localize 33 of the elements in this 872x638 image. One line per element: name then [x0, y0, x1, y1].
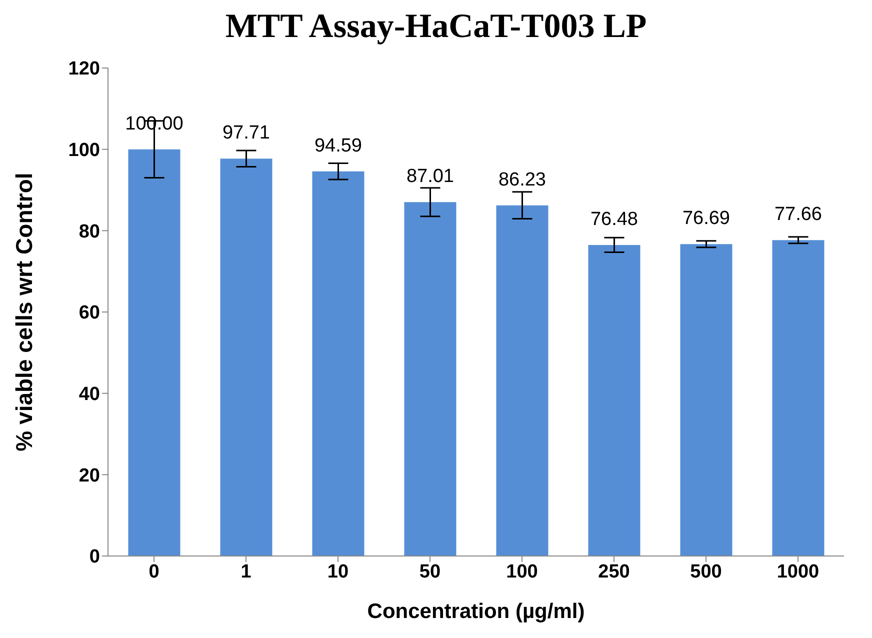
x-tick-label: 100 — [506, 561, 538, 582]
bar — [404, 202, 456, 556]
x-tick-label: 0 — [148, 561, 160, 582]
data-label: 76.69 — [682, 208, 730, 230]
y-tick-label: 60 — [78, 302, 100, 324]
x-tick-label: 500 — [690, 561, 722, 582]
y-tick-label: 0 — [89, 546, 100, 568]
data-label: 97.71 — [222, 122, 270, 144]
data-label: 76.48 — [590, 208, 638, 230]
bar — [772, 240, 824, 556]
x-tick-label: 50 — [419, 561, 441, 582]
y-tick-label: 100 — [68, 140, 100, 162]
data-label: 86.23 — [498, 169, 546, 190]
bar — [128, 149, 180, 556]
y-tick-label: 20 — [78, 465, 100, 486]
chart-title: MTT Assay-HaCaT-T003 LP — [224, 8, 648, 47]
x-tick-label: 10 — [327, 561, 349, 582]
bar — [496, 205, 548, 556]
y-tick-label: 40 — [78, 384, 100, 406]
x-tick-label: 1000 — [776, 561, 820, 582]
bar — [220, 158, 272, 556]
data-label: 77.66 — [774, 204, 822, 226]
data-label: 87.01 — [406, 166, 454, 188]
y-axis-title: % viable cells wrt Control — [11, 172, 38, 452]
bar — [312, 171, 364, 556]
x-tick-label: 250 — [598, 561, 630, 582]
x-axis-title: Concentration (µg/ml) — [367, 600, 585, 623]
y-tick-label: 80 — [78, 221, 100, 242]
bar — [588, 244, 640, 556]
x-tick-label: 1 — [240, 561, 252, 582]
y-tick-label: 120 — [68, 58, 100, 80]
bar — [680, 244, 732, 556]
data-label: 94.59 — [314, 135, 362, 156]
